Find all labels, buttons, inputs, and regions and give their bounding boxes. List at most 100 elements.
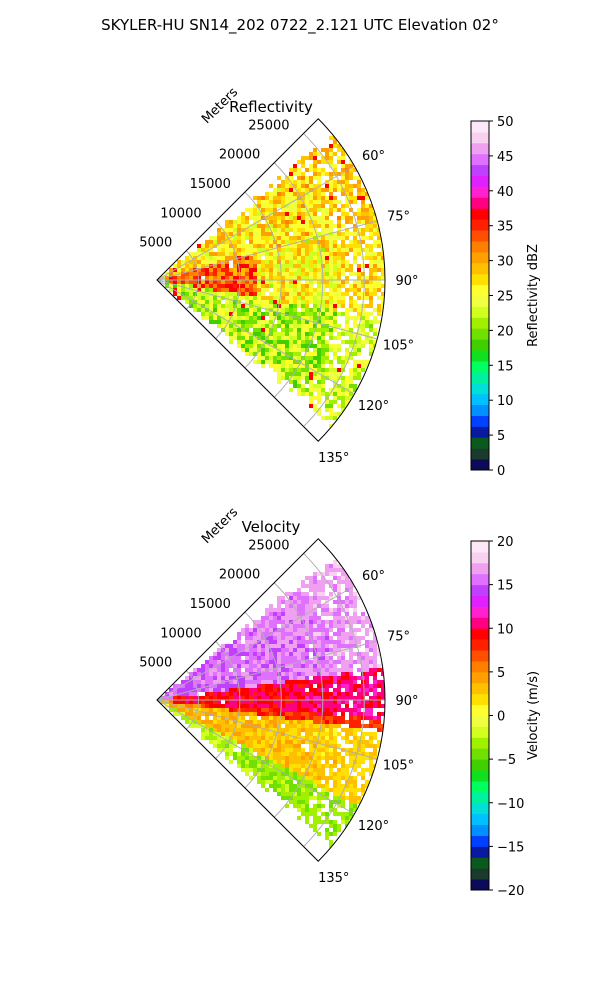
range-tick-label: 5000 <box>139 236 172 251</box>
colorbar-tick-label: 35 <box>497 220 514 235</box>
azimuth-spoke <box>156 699 378 760</box>
colorbar-swatch <box>471 404 489 416</box>
colorbar-swatch <box>471 251 489 264</box>
range-tick-label: 20000 <box>219 568 260 583</box>
colorbar-swatch <box>471 339 489 351</box>
azimuth-tick-label: 75° <box>387 629 410 644</box>
radar-data-field <box>161 136 385 428</box>
colorbar-swatch <box>471 240 489 253</box>
colorbar-swatch <box>471 791 489 804</box>
colorbar-swatch <box>471 671 489 684</box>
azimuth-tick-label: 90° <box>395 274 418 289</box>
colorbar-swatch <box>471 230 489 242</box>
colorbar-swatch <box>471 459 489 471</box>
colorbar-swatch <box>471 715 489 727</box>
range-tick-label: 25000 <box>248 118 289 133</box>
range-tick-label: 10000 <box>160 626 201 641</box>
colorbar-swatch <box>471 317 489 329</box>
colorbar-tick-label: 10 <box>497 622 514 637</box>
colorbar-tick-label: 20 <box>497 324 514 339</box>
azimuth-spoke <box>156 585 355 701</box>
colorbar-swatch <box>471 142 489 155</box>
colorbar-swatch <box>471 879 489 891</box>
colorbar-swatch <box>471 780 489 793</box>
colorbar-swatch <box>471 748 489 760</box>
sector-frame <box>156 538 386 862</box>
colorbar: −20 −15 −10 −5 0 5 10 15 20 Velocity (m/s) <box>470 535 541 899</box>
range-tick-label: 5000 <box>139 656 172 671</box>
colorbar-swatch <box>471 573 489 586</box>
colorbar-swatch <box>471 175 489 187</box>
colorbar-swatch <box>471 802 489 815</box>
colorbar-swatch <box>471 437 489 449</box>
range-tick-label: 10000 <box>160 206 201 221</box>
colorbar-swatch <box>471 857 489 869</box>
colorbar-swatch <box>471 186 489 198</box>
panel-title: Reflectivity <box>229 98 313 116</box>
colorbar-label: Velocity (m/s) <box>526 671 541 760</box>
page-title: SKYLER-HU SN14_202 0722_2.121 UTC Elevat… <box>101 16 499 34</box>
colorbar-swatch <box>471 273 489 286</box>
colorbar-tick-label: 10 <box>497 394 514 409</box>
colorbar-swatch <box>471 682 489 695</box>
colorbar-swatch <box>471 562 489 575</box>
colorbar-swatch <box>471 382 489 395</box>
azimuth-tick-label: 120° <box>358 399 389 414</box>
colorbar-swatch <box>471 595 489 607</box>
colorbar-swatch <box>471 262 489 275</box>
colorbar-label: Reflectivity dBZ <box>526 244 541 347</box>
colorbar-swatch <box>471 295 489 307</box>
colorbar-swatch <box>471 693 489 706</box>
colorbar-swatch <box>471 868 489 880</box>
range-tick-label: 25000 <box>248 538 289 553</box>
azimuth-tick-label: 105° <box>383 759 414 774</box>
colorbar-tick-label: 40 <box>497 185 514 200</box>
colorbar-swatch <box>471 219 489 231</box>
azimuth-spoke <box>156 699 355 815</box>
colorbar-tick-label: 5 <box>497 429 505 444</box>
velocity-panel: 5000 10000 15000 20000 25000 Meters 60° 75° 90° 1… <box>139 505 541 899</box>
colorbar-swatch <box>471 153 489 166</box>
colorbar-swatch <box>471 813 489 826</box>
azimuth-tick-label: 60° <box>362 149 385 164</box>
colorbar-tick-label: 50 <box>497 115 514 130</box>
azimuth-spoke <box>156 279 355 395</box>
colorbar-tick-label: 20 <box>497 535 514 550</box>
colorbar-tick-label: −5 <box>497 753 516 768</box>
colorbar-swatch <box>471 197 489 209</box>
colorbar-swatch <box>471 541 489 553</box>
colorbar-swatch <box>471 306 489 318</box>
azimuth-tick-label: 135° <box>318 451 349 466</box>
colorbar-tick-label: 30 <box>497 255 514 270</box>
colorbar-swatch <box>471 759 489 771</box>
colorbar-swatch <box>471 824 489 836</box>
azimuth-tick-label: 75° <box>387 209 410 224</box>
colorbar-swatch <box>471 835 489 847</box>
azimuth-tick-label: 90° <box>395 694 418 709</box>
colorbar-tick-label: 15 <box>497 359 514 374</box>
colorbar-swatch <box>471 584 489 597</box>
azimuth-spoke <box>156 279 378 340</box>
colorbar-swatch <box>471 426 489 438</box>
colorbar-swatch <box>471 360 489 373</box>
colorbar-swatch <box>471 393 489 406</box>
colorbar-swatch <box>471 448 489 460</box>
azimuth-tick-label: 135° <box>318 871 349 886</box>
colorbar-swatch <box>471 371 489 384</box>
azimuth-spoke <box>156 220 378 281</box>
colorbar-swatch <box>471 617 489 629</box>
range-tick-label: 15000 <box>190 177 231 192</box>
panel-title: Velocity <box>242 518 301 536</box>
colorbar-swatch <box>471 208 489 220</box>
colorbar-swatch <box>471 328 489 340</box>
colorbar-swatch <box>471 770 489 782</box>
colorbar-tick-label: 0 <box>497 710 505 725</box>
range-tick-label: 20000 <box>219 148 260 163</box>
azimuth-tick-label: 120° <box>358 819 389 834</box>
azimuth-spoke <box>156 640 378 701</box>
colorbar-swatch <box>471 415 489 427</box>
azimuth-tick-label: 105° <box>383 339 414 354</box>
azimuth-tick-label: 60° <box>362 569 385 584</box>
colorbar-swatch <box>471 726 489 738</box>
